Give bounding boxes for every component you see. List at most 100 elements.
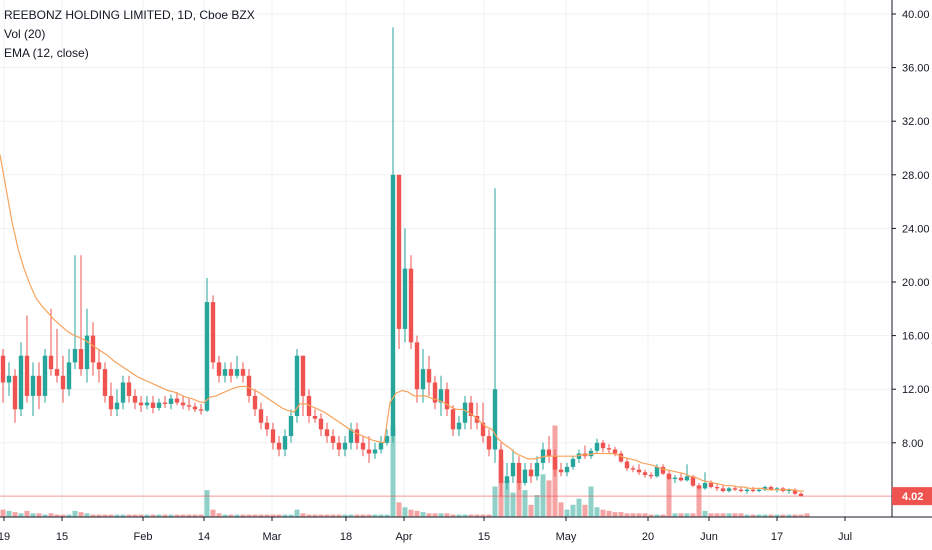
candle-body <box>210 302 216 363</box>
candle-body <box>360 442 366 450</box>
volume-bar <box>714 513 720 517</box>
volume-bar <box>258 514 264 517</box>
volume-bar <box>234 514 240 517</box>
volume-bar <box>480 514 486 517</box>
volume-bar <box>582 504 588 517</box>
candle-body <box>702 483 708 489</box>
candle-body <box>558 469 564 473</box>
time-tick-label: Mar <box>263 531 282 543</box>
time-axis[interactable]: 19 15 Feb 14 Mar 18 Apr 15 May 20 Jun 17 Jul <box>0 517 852 543</box>
volume-bar <box>384 514 390 517</box>
candle-body <box>636 469 642 473</box>
time-tick-label: 19 <box>0 531 10 543</box>
candle-body <box>642 472 648 475</box>
volume-bar <box>780 514 786 517</box>
volume-bar <box>60 514 66 517</box>
candle-body <box>594 442 600 451</box>
volume-bar <box>636 513 642 517</box>
candle-body <box>54 369 60 376</box>
candle-body <box>660 466 666 474</box>
candle-body <box>528 469 534 477</box>
candle-body <box>330 436 336 443</box>
candle-body <box>36 375 42 396</box>
price-tick-label: 8.00 <box>902 438 923 450</box>
candle-body <box>762 487 768 490</box>
volume-bar <box>54 514 60 517</box>
volume-bar <box>330 514 336 517</box>
candle-body <box>498 449 504 483</box>
candle-body <box>60 375 66 390</box>
grid-lines <box>0 0 892 517</box>
candle-body <box>204 302 210 411</box>
volume-bar <box>486 514 492 517</box>
volume-bar <box>588 486 594 517</box>
candle-body <box>222 369 228 376</box>
volume-bar <box>156 514 162 517</box>
candle-body <box>708 483 714 488</box>
candle-body <box>576 453 582 459</box>
candle-body <box>138 402 144 406</box>
candle-body <box>324 429 330 437</box>
volume-bar <box>618 512 624 517</box>
candle-body <box>756 489 762 492</box>
volume-bar <box>420 512 426 517</box>
volume-bar <box>48 513 54 517</box>
volume-bar <box>462 514 468 517</box>
volume-bar <box>132 514 138 517</box>
ema-line <box>0 154 804 492</box>
candle-body <box>546 449 552 457</box>
price-tick-label: 20.00 <box>902 277 930 289</box>
candle-body <box>744 489 750 492</box>
volume-bar <box>114 514 120 517</box>
volume-bar <box>138 514 144 517</box>
time-tick-label: 20 <box>642 531 654 543</box>
volume-bar <box>414 510 420 517</box>
volume-bar <box>42 514 48 517</box>
candle-body <box>396 174 402 329</box>
volume-bar <box>126 514 132 517</box>
volume-bar <box>96 514 102 517</box>
volume-indicator-label[interactable]: Vol (20) <box>4 27 46 41</box>
candle-body <box>732 488 738 490</box>
volume-bar <box>798 514 804 517</box>
volume-bar <box>90 514 96 517</box>
candle-body <box>180 402 186 406</box>
candle-body <box>246 375 252 396</box>
candle-body <box>276 442 282 450</box>
candle-body <box>720 488 726 492</box>
price-tick-label: 28.00 <box>902 170 930 182</box>
candle-body <box>24 355 30 396</box>
candle-body <box>156 402 162 408</box>
candle-body <box>624 461 630 469</box>
volume-bar <box>144 514 150 517</box>
candle-body <box>456 422 462 430</box>
candle-body <box>516 462 522 483</box>
volume-bar <box>612 512 618 517</box>
volume-bar <box>180 514 186 517</box>
symbol-title[interactable]: REEBONZ HOLDING LIMITED, 1D, Cboe BZX <box>4 8 255 22</box>
volume-bar <box>6 510 12 517</box>
candle-body <box>30 375 36 396</box>
candle-body <box>564 466 570 473</box>
volume-bar <box>720 513 726 517</box>
candle-body <box>102 369 108 396</box>
volume-bar <box>690 513 696 517</box>
price-tick-label: 36.00 <box>902 63 930 75</box>
candle-body <box>462 402 468 423</box>
volume-bar <box>576 498 582 517</box>
candle-body <box>630 468 636 470</box>
price-axis[interactable]: 40.00 36.00 32.00 28.00 24.00 20.00 16.00 12.00… <box>892 9 930 450</box>
volume-bar <box>426 513 432 517</box>
candlesticks <box>0 27 804 497</box>
volume-bar <box>474 514 480 517</box>
volume-bar <box>120 514 126 517</box>
volume-bar <box>276 514 282 517</box>
volume-bar <box>336 514 342 517</box>
candle-body <box>288 416 294 437</box>
candle-body <box>522 469 528 483</box>
ema-indicator-label[interactable]: EMA (12, close) <box>4 46 89 60</box>
volume-bar <box>786 514 792 517</box>
volume-bar <box>366 514 372 517</box>
volume-bar <box>570 504 576 517</box>
